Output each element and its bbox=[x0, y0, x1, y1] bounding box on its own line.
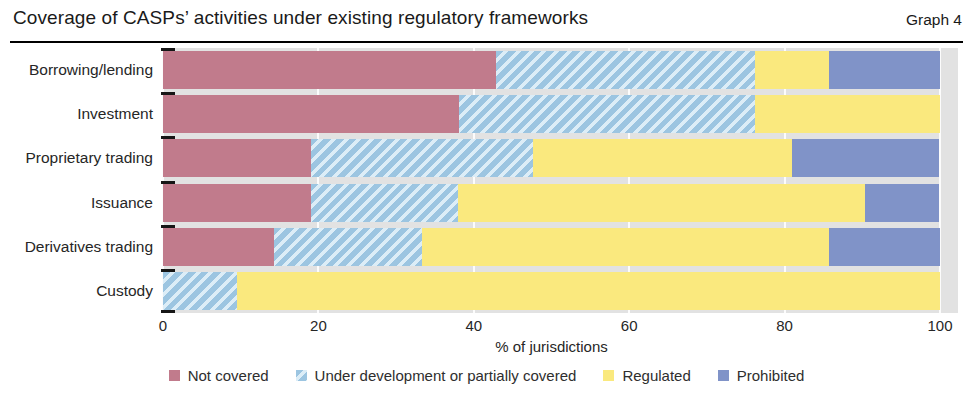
bar-segment-regulated bbox=[422, 228, 829, 266]
bar-segment-regulated bbox=[755, 95, 940, 133]
legend-item: Under development or partially covered bbox=[296, 367, 577, 384]
y-tick bbox=[161, 310, 175, 313]
x-tick-label: 60 bbox=[621, 317, 638, 334]
category-label: Proprietary trading bbox=[0, 139, 153, 177]
legend-swatch-not bbox=[169, 370, 180, 381]
category-label: Issuance bbox=[0, 184, 153, 222]
legend-item: Prohibited bbox=[718, 367, 805, 384]
legend-swatch-under bbox=[296, 370, 307, 381]
bar-segment-under bbox=[311, 184, 459, 222]
x-axis-ticks: 020406080100 bbox=[163, 317, 940, 335]
bar-segment-under bbox=[274, 228, 422, 266]
bar-segment-regulated bbox=[458, 184, 865, 222]
legend: Not covered Under development or partiall… bbox=[0, 367, 973, 384]
bar-row bbox=[163, 95, 940, 133]
legend-label: Regulated bbox=[622, 367, 690, 384]
y-tick bbox=[161, 136, 175, 139]
bar-segment-regulated bbox=[237, 272, 940, 310]
y-tick bbox=[161, 92, 175, 95]
bar-segment-not bbox=[163, 228, 274, 266]
bar-row bbox=[163, 139, 940, 177]
x-tick-label: 100 bbox=[927, 317, 952, 334]
bar-row bbox=[163, 184, 940, 222]
figure: Coverage of CASPs’ activities under exis… bbox=[0, 0, 973, 400]
bar-row bbox=[163, 228, 940, 266]
legend-label: Under development or partially covered bbox=[315, 367, 577, 384]
bar-segment-under bbox=[163, 272, 237, 310]
graph-number: Graph 4 bbox=[906, 11, 962, 29]
bar-segment-regulated bbox=[533, 139, 792, 177]
legend-label: Prohibited bbox=[737, 367, 805, 384]
bar-segment-under bbox=[496, 51, 755, 89]
y-tick bbox=[161, 269, 175, 272]
legend-item: Not covered bbox=[169, 367, 269, 384]
plot-area bbox=[163, 48, 958, 313]
legend-label: Not covered bbox=[188, 367, 269, 384]
bar-row bbox=[163, 51, 940, 89]
bar-segment-not bbox=[163, 139, 311, 177]
legend-swatch-prohibited bbox=[718, 370, 729, 381]
bar-segment-not bbox=[163, 51, 496, 89]
x-tick-label: 20 bbox=[310, 317, 327, 334]
x-axis-title: % of jurisdictions bbox=[163, 338, 940, 355]
bar-segment-under bbox=[311, 139, 533, 177]
bar-segment-prohibited bbox=[829, 51, 940, 89]
category-label: Investment bbox=[0, 95, 153, 133]
x-tick-label: 0 bbox=[159, 317, 167, 334]
legend-swatch-regulated bbox=[603, 370, 614, 381]
bar-segment-prohibited bbox=[792, 139, 940, 177]
bars-area bbox=[163, 48, 940, 313]
bar-segment-prohibited bbox=[829, 228, 940, 266]
bar-segment-not bbox=[163, 95, 459, 133]
bar-row bbox=[163, 272, 940, 310]
title-rule bbox=[10, 41, 963, 43]
chart-title: Coverage of CASPs’ activities under exis… bbox=[13, 7, 588, 29]
bar-segment-under bbox=[459, 95, 755, 133]
category-label: Custody bbox=[0, 272, 153, 310]
x-tick-label: 80 bbox=[776, 317, 793, 334]
bar-segment-not bbox=[163, 184, 311, 222]
y-tick bbox=[161, 48, 175, 51]
legend-item: Regulated bbox=[603, 367, 690, 384]
y-tick bbox=[161, 225, 175, 228]
bar-segment-prohibited bbox=[865, 184, 939, 222]
x-tick-label: 40 bbox=[465, 317, 482, 334]
y-tick bbox=[161, 181, 175, 184]
category-labels: Borrowing/lending Investment Proprietary t… bbox=[0, 48, 157, 313]
category-label: Borrowing/lending bbox=[0, 51, 153, 89]
bar-segment-regulated bbox=[755, 51, 829, 89]
category-label: Derivatives trading bbox=[0, 228, 153, 266]
